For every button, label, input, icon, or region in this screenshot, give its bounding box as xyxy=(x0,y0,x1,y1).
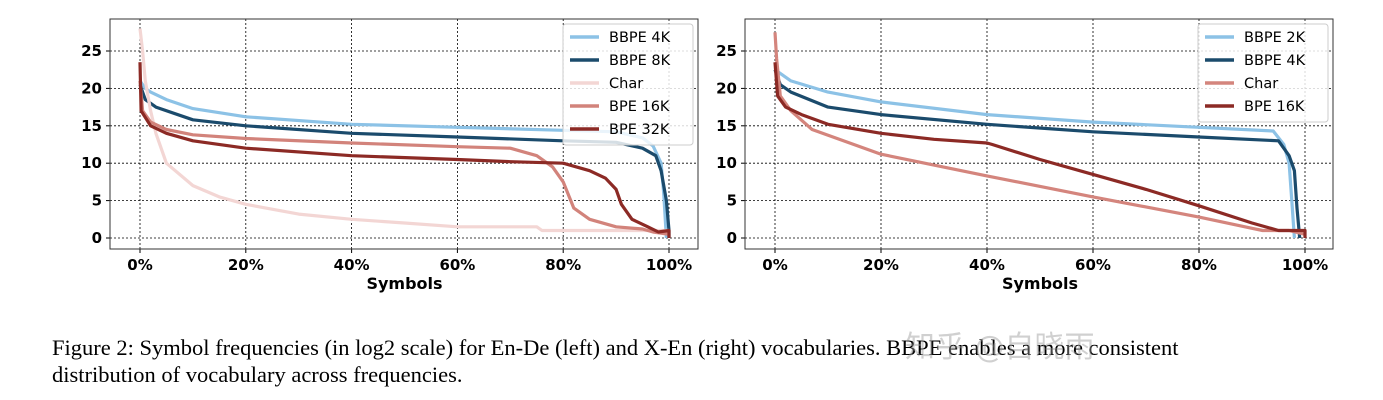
legend-label: Char xyxy=(609,76,643,92)
chart-panel-right: 0% 20% 40% 60% 80% 100% 0 5 10 15 20 25 Symbols BBPE … xyxy=(716,18,1334,293)
y-tick-label: 20 xyxy=(716,79,737,97)
x-tick-label: 0% xyxy=(127,256,152,274)
y-tick-label: 20 xyxy=(81,79,102,97)
x-tick-label: 20% xyxy=(228,256,264,274)
legend-label: BPE 32K xyxy=(609,122,670,138)
legend-box xyxy=(1197,23,1329,123)
y-tick-label: 10 xyxy=(716,154,737,172)
x-tick-label: 60% xyxy=(1075,256,1111,274)
y-tick-label: 25 xyxy=(716,42,737,60)
series-line-bbpe-4k xyxy=(138,79,668,239)
caption-line-2: distribution of vocabulary across freque… xyxy=(52,362,463,387)
legend-label: BPE 16K xyxy=(609,99,670,115)
y-tick-label: 25 xyxy=(81,42,102,60)
y-tick-label: 15 xyxy=(81,117,102,135)
caption-line-1: Figure 2: Symbol frequencies (in log2 sc… xyxy=(52,335,1179,360)
x-tick-label: 20% xyxy=(863,256,899,274)
legend-label: Char xyxy=(1244,76,1278,92)
axes-frame xyxy=(744,18,1334,250)
series-line-bpe-16k xyxy=(773,62,1307,238)
figure: 0% 20% 40% 60% 80% 100%0510152025SymbolsBBPE … xyxy=(81,18,1334,293)
series-line-bbpe-4k xyxy=(773,69,1302,239)
y-tick-label: 15 xyxy=(716,117,737,135)
x-tick-label: 40% xyxy=(969,256,1005,274)
x-tick-label: 0% xyxy=(762,256,787,274)
series-line-char xyxy=(773,32,1306,236)
watermark: 知乎 @自晓雨 xyxy=(905,330,1095,365)
legend-box xyxy=(562,23,694,146)
x-tick-label: 100% xyxy=(1282,256,1328,274)
legend-label: BBPE 4K xyxy=(1244,53,1306,69)
legend-label: BBPE 8K xyxy=(609,53,671,69)
legend-label: BPE 16K xyxy=(1244,99,1305,115)
chart-panel-left: 0% 20% 40% 60% 80% 100% 0 5 10 15 20 25 Symbols BBPE … xyxy=(81,18,699,293)
y-tick-label: 10 xyxy=(81,154,102,172)
series-line-char xyxy=(138,28,669,233)
x-tick-label: 100% xyxy=(646,256,692,274)
y-tick-label: 5 xyxy=(727,192,737,210)
legend: BBPE 2K BBPE 4K Char BPE 16K xyxy=(1197,23,1329,123)
axes-frame xyxy=(109,18,699,250)
legend: BBPE 4K BBPE 8K Char BPE 16K BPE 32K xyxy=(562,23,694,146)
x-tick-label: 60% xyxy=(439,256,475,274)
series-line-bbpe-2k xyxy=(774,68,1296,239)
figure-caption: Figure 2: Symbol frequencies (in log2 sc… xyxy=(52,334,1372,388)
legend-label: BBPE 4K xyxy=(609,30,671,46)
series-line-bpe-16k xyxy=(138,80,670,236)
x-axis-label: Symbols xyxy=(366,274,442,293)
x-tick-label: 80% xyxy=(1181,256,1217,274)
y-tick-label: 0 xyxy=(727,229,737,247)
y-tick-label: 5 xyxy=(92,192,102,210)
legend-label: BBPE 2K xyxy=(1244,30,1306,46)
x-axis-label: Symbols xyxy=(1002,274,1078,293)
x-tick-label: 40% xyxy=(334,256,370,274)
series-line-bpe-32k xyxy=(138,62,671,238)
y-tick-label: 0 xyxy=(92,229,102,247)
x-tick-label: 80% xyxy=(545,256,581,274)
